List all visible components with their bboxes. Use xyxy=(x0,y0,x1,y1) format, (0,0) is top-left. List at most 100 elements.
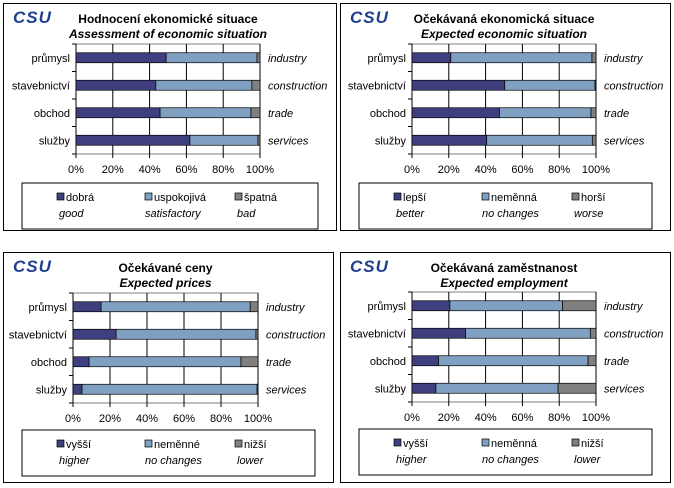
category-label-en: industry xyxy=(268,53,308,65)
category-label-en: services xyxy=(268,135,309,147)
category-label-en: industry xyxy=(604,301,644,313)
category-label-en: construction xyxy=(604,80,663,92)
category-label: služby xyxy=(36,384,68,396)
bar-segment-worse xyxy=(591,134,597,146)
bar-segment-good xyxy=(75,52,167,64)
legend-label-en: worse xyxy=(574,208,603,220)
chart-panel-expected-economic: CSU Očekávaná ekonomická situace Expected … xyxy=(340,3,671,231)
legend-label: uspokojivá xyxy=(154,192,207,204)
chart-panel-economic-assessment: CSU Hodnocení ekonomické situace Assessmen… xyxy=(3,3,337,231)
bar-segment-no-changes xyxy=(88,356,242,368)
legend-box xyxy=(21,429,316,477)
category-label: služby xyxy=(375,383,407,395)
x-tick-label: 60% xyxy=(173,413,195,425)
x-tick-label: 60% xyxy=(511,164,533,176)
legend-swatch xyxy=(571,438,580,447)
bar-segment-lower xyxy=(240,356,259,368)
legend-label-en: lower xyxy=(574,454,602,466)
legend-label: nižší xyxy=(244,439,267,451)
x-tick-label: 0% xyxy=(65,413,81,425)
bar-segment-higher xyxy=(72,328,117,340)
bar-segment-lower xyxy=(587,355,597,367)
bar-segment-no-changes xyxy=(465,327,591,339)
legend-label-en: no changes xyxy=(482,454,539,466)
x-tick-label: 0% xyxy=(404,412,420,424)
chart-panel-expected-prices: CSU Očekávané ceny Expected prices 0% 20% 40%… xyxy=(3,252,334,483)
category-label: obchod xyxy=(370,108,406,120)
bar-segment-satisfactory xyxy=(155,79,253,91)
legend-swatch xyxy=(56,192,65,201)
category-label-en: industry xyxy=(604,53,644,65)
csu-logo: CSU xyxy=(350,257,389,276)
x-tick-label: 80% xyxy=(210,413,232,425)
x-tick-label: 80% xyxy=(548,412,570,424)
bar-segment-better xyxy=(411,134,488,146)
category-label: obchod xyxy=(34,108,70,120)
bar-segment-no-changes xyxy=(486,134,593,146)
category-label-en: trade xyxy=(266,357,291,369)
legend-swatch xyxy=(571,192,580,201)
legend-label-en: good xyxy=(59,208,84,220)
chart-subtitle: Expected employment xyxy=(440,276,568,290)
bar-segment-better xyxy=(411,52,452,64)
category-label: stavebnictví xyxy=(9,329,67,341)
csu-logo: CSU xyxy=(13,257,52,276)
legend-label-en: lower xyxy=(237,455,265,467)
bar-segment-better xyxy=(411,79,506,91)
bar-segment-satisfactory xyxy=(189,134,259,146)
category-label: stavebnictví xyxy=(348,80,406,92)
bar-segment-higher xyxy=(411,355,439,367)
x-tick-label: 80% xyxy=(212,164,234,176)
legend-label-en: no changes xyxy=(482,208,539,220)
legend-label: horší xyxy=(581,192,605,204)
legend-label: lepší xyxy=(403,192,426,204)
category-label: průmysl xyxy=(367,53,406,65)
bar-segment-bad xyxy=(257,134,261,146)
chart-title: Očekávané ceny xyxy=(118,261,212,275)
category-label-en: services xyxy=(266,384,307,396)
category-label: průmysl xyxy=(31,53,70,65)
bar-segment-lower xyxy=(589,327,597,339)
legend-label: neměnná xyxy=(491,192,538,204)
x-tick-label: 100% xyxy=(246,164,274,176)
legend-swatch xyxy=(393,438,402,447)
bar-segment-good xyxy=(75,134,191,146)
legend-label: dobrá xyxy=(66,192,95,204)
x-tick-label: 40% xyxy=(475,412,497,424)
x-tick-label: 60% xyxy=(175,164,197,176)
x-tick-label: 40% xyxy=(139,164,161,176)
x-tick-label: 0% xyxy=(404,164,420,176)
x-tick-label: 40% xyxy=(136,413,158,425)
legend-label-en: better xyxy=(396,208,425,220)
category-label: stavebnictví xyxy=(12,80,70,92)
chart-subtitle: Assessment of economic situation xyxy=(68,27,267,41)
bar-segment-higher xyxy=(72,383,83,395)
category-label-en: trade xyxy=(604,356,629,368)
legend-label: neměnná xyxy=(491,438,538,450)
category-label: průmysl xyxy=(367,301,406,313)
category-label-en: services xyxy=(604,135,645,147)
bar-segment-no-changes xyxy=(81,383,258,395)
legend-label: vyšší xyxy=(403,438,428,450)
legend-label-en: higher xyxy=(59,455,91,467)
legend-swatch xyxy=(481,438,490,447)
x-tick-label: 100% xyxy=(244,413,272,425)
legend-swatch xyxy=(481,192,490,201)
x-tick-label: 0% xyxy=(68,164,84,176)
bar-segment-worse xyxy=(590,107,597,119)
bar-segment-no-changes xyxy=(449,300,563,312)
category-label-en: construction xyxy=(268,80,327,92)
legend-label-en: satisfactory xyxy=(145,208,202,220)
chart-svg: CSU Hodnocení ekonomické situaceAssessmen… xyxy=(3,3,337,231)
legend-label: nižší xyxy=(581,438,604,450)
legend-label-en: bad xyxy=(237,208,256,220)
x-tick-label: 20% xyxy=(438,412,460,424)
x-tick-label: 20% xyxy=(99,413,121,425)
category-label: obchod xyxy=(370,356,406,368)
bar-segment-lower xyxy=(562,300,597,312)
bar-segment-no-changes xyxy=(450,52,593,64)
legend-label: neměnné xyxy=(154,439,200,451)
chart-title: Očekávaná zaměstnanost xyxy=(431,261,578,275)
